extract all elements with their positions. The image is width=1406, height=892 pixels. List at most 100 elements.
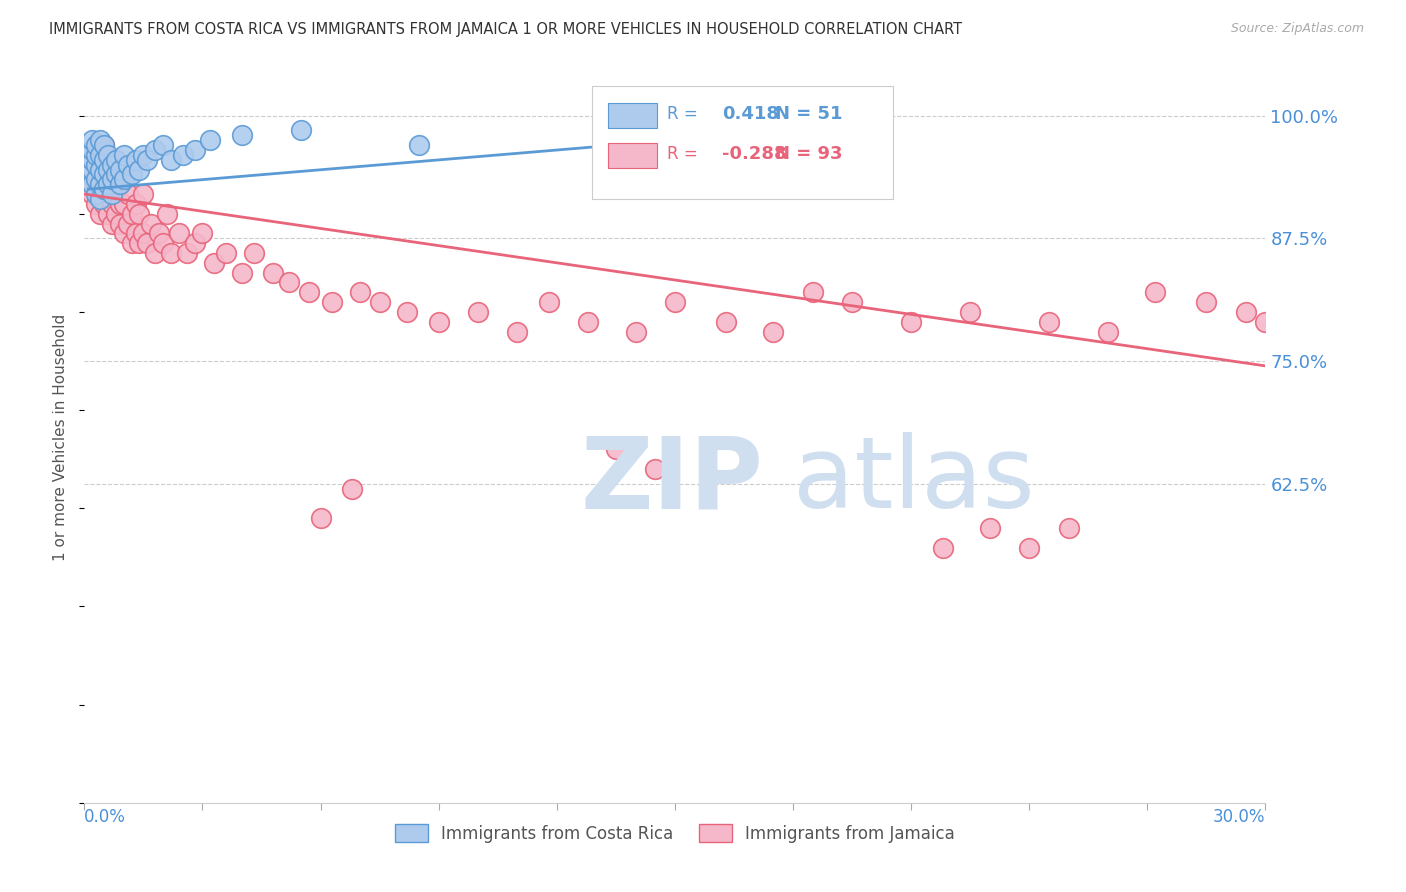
Point (84, 158, 107, 172)
Point (1038, 315, 1060, 329)
Point (148, 227, 170, 241)
Point (160, 153, 183, 167)
Point (1195, 295, 1218, 310)
Point (900, 315, 922, 329)
Point (108, 178, 131, 192)
Point (664, 295, 686, 310)
Point (1234, 305, 1257, 319)
Point (124, 197, 146, 211)
Point (167, 227, 190, 241)
Point (290, 123, 312, 137)
Point (82, 162, 104, 177)
Point (349, 285, 371, 300)
Point (427, 315, 450, 329)
Y-axis label: 1 or more Vehicles in Household: 1 or more Vehicles in Household (53, 313, 69, 561)
Point (93, 168, 115, 182)
Point (605, 442, 627, 457)
Point (132, 187, 155, 202)
Point (97, 162, 120, 177)
Point (93, 182, 115, 196)
Text: ZIP: ZIP (581, 433, 763, 530)
Point (1018, 541, 1040, 555)
Point (82, 148, 104, 162)
Point (84, 172, 107, 186)
Text: IMMIGRANTS FROM COSTA RICA VS IMMIGRANTS FROM JAMAICA 1 OR MORE VEHICLES IN HOUS: IMMIGRANTS FROM COSTA RICA VS IMMIGRANTS… (49, 22, 962, 37)
Point (132, 227, 155, 241)
Point (160, 246, 183, 260)
Text: R =: R = (666, 104, 697, 123)
Point (77, 158, 100, 172)
Point (104, 207, 127, 221)
Point (128, 207, 150, 221)
Point (841, 119, 863, 133)
Point (624, 109, 647, 123)
Point (104, 153, 127, 167)
Text: -0.288: -0.288 (723, 145, 787, 163)
Point (200, 133, 222, 147)
Point (97, 168, 120, 182)
Point (82, 187, 104, 202)
Point (506, 325, 529, 339)
Point (101, 197, 124, 211)
Point (644, 462, 666, 476)
Point (77, 168, 100, 182)
Point (97, 178, 120, 192)
Point (121, 236, 143, 251)
Point (262, 266, 284, 280)
Text: atlas: atlas (793, 433, 1035, 530)
Point (136, 236, 159, 251)
Point (84, 158, 107, 172)
Point (124, 153, 146, 167)
Point (128, 236, 150, 251)
Point (979, 521, 1001, 535)
Point (714, 315, 737, 329)
Text: 30.0%: 30.0% (1213, 808, 1265, 826)
Point (176, 246, 198, 260)
Text: 0.418: 0.418 (723, 104, 779, 123)
Point (1294, 285, 1316, 300)
Point (128, 162, 150, 177)
Point (141, 217, 163, 231)
Point (156, 207, 179, 221)
Point (101, 187, 124, 202)
Point (89, 148, 111, 162)
FancyBboxPatch shape (607, 143, 657, 168)
Point (112, 197, 135, 211)
Point (84, 197, 107, 211)
Point (77, 168, 100, 182)
Point (278, 276, 301, 290)
Point (89, 162, 111, 177)
Point (101, 217, 124, 231)
Point (93, 158, 115, 172)
Point (84, 148, 107, 162)
Point (101, 172, 124, 186)
Point (172, 148, 194, 162)
Point (77, 148, 100, 162)
Point (931, 541, 953, 555)
Point (104, 168, 127, 182)
Point (112, 148, 135, 162)
Point (152, 236, 174, 251)
Point (97, 207, 120, 221)
Point (93, 138, 115, 153)
Point (89, 168, 111, 182)
Point (101, 158, 124, 172)
Point (408, 138, 430, 153)
Point (108, 217, 131, 231)
Point (396, 305, 419, 319)
Point (84, 138, 107, 153)
Point (82, 133, 104, 147)
Point (108, 178, 131, 192)
Point (112, 172, 135, 186)
Text: R =: R = (666, 145, 697, 163)
Point (537, 295, 560, 310)
Point (89, 207, 111, 221)
Point (101, 158, 124, 172)
Point (340, 482, 363, 496)
FancyBboxPatch shape (607, 103, 657, 128)
Point (132, 148, 155, 162)
Point (321, 295, 343, 310)
Point (841, 295, 863, 310)
Point (191, 227, 214, 241)
Point (467, 305, 489, 319)
